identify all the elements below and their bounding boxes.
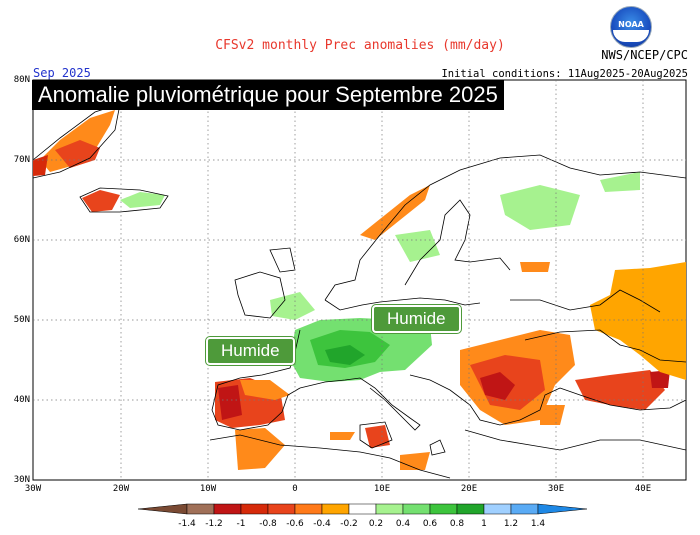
colorbar-tick-label: -0.2 [340, 519, 358, 529]
colorbar-segment [510, 503, 539, 515]
colorbar-tick-label: 0.6 [422, 519, 438, 529]
colorbar-segment [375, 503, 404, 515]
chart-title: CFSv2 monthly Prec anomalies (mm/day) [215, 38, 505, 53]
lon-label: 10W [199, 484, 217, 494]
colorbar-segment [483, 503, 512, 515]
initial-conditions-label: Initial conditions: 11Aug2025-20Aug2025 [441, 68, 688, 80]
lon-label: 20E [460, 484, 478, 494]
map-frame [32, 79, 687, 481]
colorbar-tick-label: 0.2 [368, 519, 384, 529]
colorbar-tick-label: 1.2 [503, 519, 519, 529]
colorbar-tick-label: -0.6 [286, 519, 304, 529]
lon-label: 0 [292, 484, 298, 494]
lat-label: 50N [13, 315, 30, 325]
colorbar-tick-label: -1 [236, 519, 246, 529]
lon-label: 30E [547, 484, 565, 494]
lat-lon-grid [33, 80, 686, 480]
colorbar-segment [321, 503, 350, 515]
colorbar-tick-label: -1.2 [205, 519, 223, 529]
colorbar-segment [348, 503, 377, 515]
colorbar-segment [429, 503, 458, 515]
colorbar-tick-label: -0.4 [313, 519, 331, 529]
colorbar-segment [537, 503, 588, 515]
lon-label: 30W [24, 484, 42, 494]
colorbar-segment [213, 503, 242, 515]
wet-label-west: Humide [206, 337, 295, 365]
colorbar-tick-label: -0.8 [259, 519, 277, 529]
colorbar-tick-label: 1 [481, 519, 487, 529]
lat-label: 60N [13, 235, 30, 245]
colorbar-segment [240, 503, 269, 515]
colorbar-segment [267, 503, 296, 515]
lon-label: 20W [112, 484, 130, 494]
lat-label: 40N [13, 395, 30, 405]
lon-label: 40E [634, 484, 652, 494]
valid-month-label: Sep 2025 [33, 66, 91, 80]
colorbar-tick-label: -1.4 [178, 519, 196, 529]
colorbar-segment [456, 503, 485, 515]
overlay-title: Anomalie pluviométrique pour Septembre 2… [32, 80, 504, 110]
lon-label: 10E [373, 484, 391, 494]
colorbar [137, 503, 588, 515]
colorbar-segment [294, 503, 323, 515]
colorbar-tick-label: 0.4 [395, 519, 411, 529]
lat-label: 30N [13, 475, 30, 485]
colorbar-segment [186, 503, 215, 515]
lat-label: 80N [13, 75, 30, 85]
coastlines [33, 103, 686, 479]
lat-label: 70N [13, 155, 30, 165]
colorbar-tick-label: 1.4 [530, 519, 546, 529]
anomaly-shading [33, 110, 686, 470]
noaa-logo-text: NOAA [618, 20, 644, 29]
colorbar-tick-label: 0.8 [449, 519, 465, 529]
colorbar-segment [137, 503, 188, 515]
noaa-logo: NOAA [610, 6, 652, 48]
wet-label-east: Humide [372, 305, 461, 333]
organization-label: NWS/NCEP/CPC [601, 48, 688, 62]
colorbar-segment [402, 503, 431, 515]
